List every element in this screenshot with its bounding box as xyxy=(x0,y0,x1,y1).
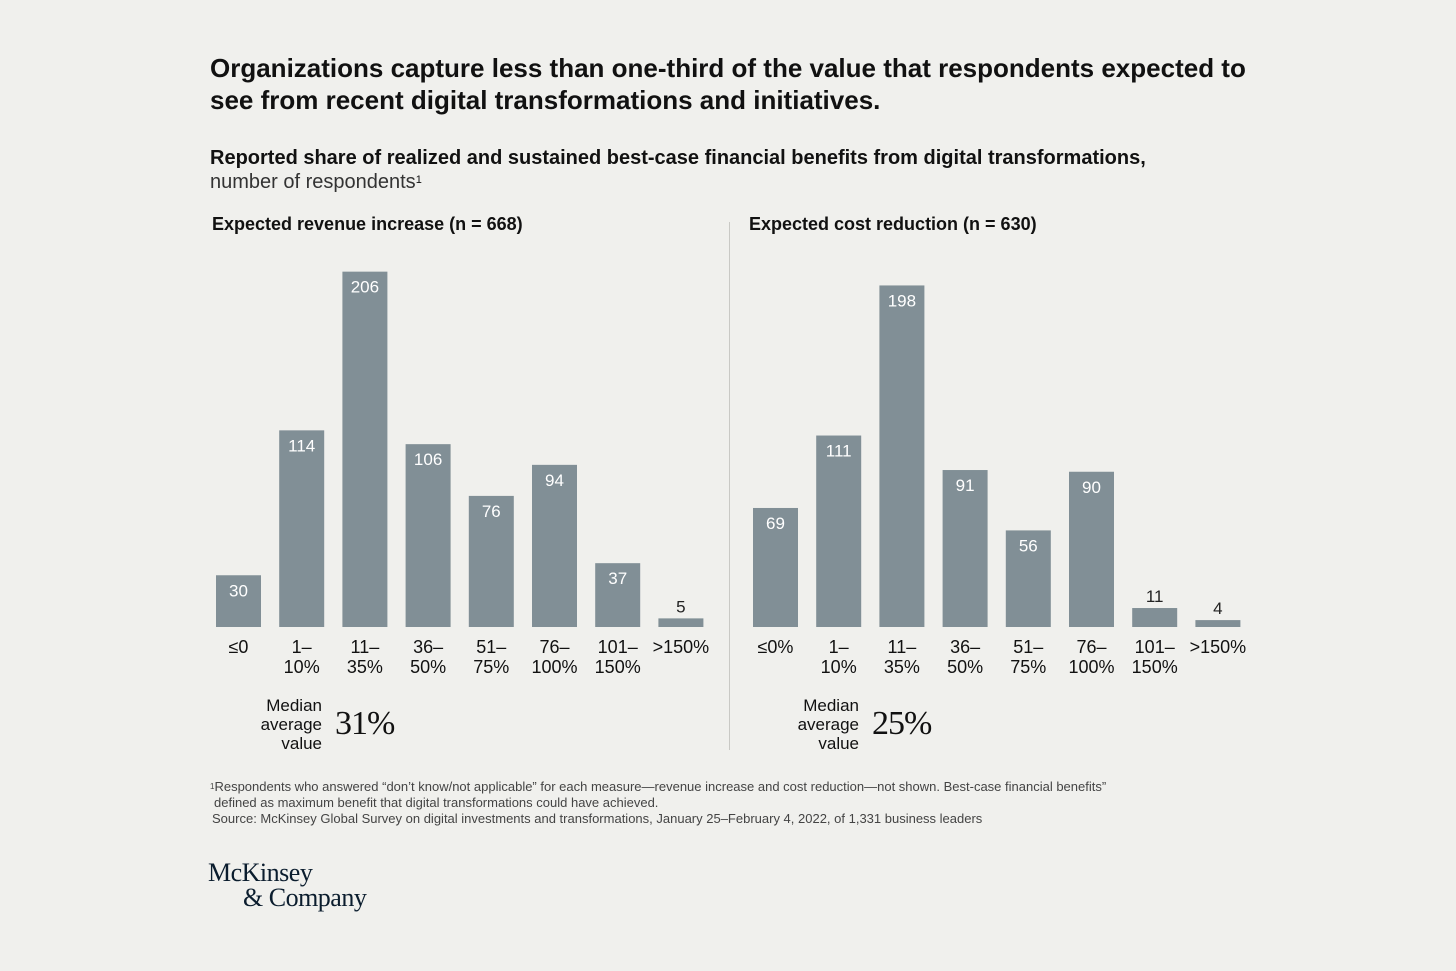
bar-value-label-0: 30 xyxy=(229,581,248,600)
category-label-7-0: >150% xyxy=(653,637,710,657)
category-label-3-0: 36– xyxy=(413,637,443,657)
category-label-1-0: 1– xyxy=(829,637,849,657)
subtitle-main: Reported share of realized and sustained… xyxy=(210,147,1146,169)
category-label-5-1: 100% xyxy=(531,657,577,677)
bar-value-label-6: 11 xyxy=(1146,587,1164,606)
category-label-1-1: 10% xyxy=(284,657,320,677)
bar-6 xyxy=(1132,608,1178,627)
category-label-4-0: 51– xyxy=(1013,637,1043,657)
bar-value-label-7: 5 xyxy=(676,597,685,616)
bar-7 xyxy=(658,618,704,627)
bar-value-label-1: 114 xyxy=(288,436,315,455)
bar-value-label-3: 91 xyxy=(956,476,975,495)
bar-2 xyxy=(342,271,388,627)
bar-value-label-0: 69 xyxy=(766,514,785,533)
category-label-4-0: 51– xyxy=(476,637,506,657)
bar-0 xyxy=(216,575,261,627)
bar-value-label-5: 90 xyxy=(1082,478,1101,497)
right-panel-title: Expected cost reduction (n = 630) xyxy=(749,214,1037,234)
subtitle-unit: number of respondents xyxy=(210,171,416,193)
right-median-value: 25% xyxy=(872,705,932,742)
revenue-bar-chart: 30 ≤0 114 1–10% 206 11–35% 106 36–50% 76 51–75% 94… xyxy=(216,271,710,677)
bar-3 xyxy=(405,444,451,627)
median-label-line3: value xyxy=(818,734,859,753)
bar-value-label-2: 206 xyxy=(351,278,379,297)
cost-bar-chart: 69 ≤0% 111 1–10% 198 11–35% 91 36–50% 56 51–75% 90… xyxy=(753,285,1247,677)
bar-value-label-7: 4 xyxy=(1213,599,1222,618)
category-label-0-0: ≤0% xyxy=(758,637,794,657)
bar-value-label-3: 106 xyxy=(414,450,442,469)
category-label-2-0: 11– xyxy=(888,637,917,657)
median-label-line2: average xyxy=(797,715,859,734)
footnotes: 1Respondents who answered “don’t know/no… xyxy=(210,779,1310,827)
right-median-label: Median average value xyxy=(759,696,859,753)
bar-4 xyxy=(1005,530,1051,627)
category-label-1-0: 1– xyxy=(292,637,312,657)
footnote-mark: 1 xyxy=(210,782,215,791)
bar-1 xyxy=(816,435,862,627)
category-label-1-1: 10% xyxy=(821,657,857,677)
footnote-source: Source: McKinsey Global Survey on digita… xyxy=(212,811,983,826)
footnote-line-2: defined as maximum benefit that digital … xyxy=(214,795,659,810)
category-label-5-0: 76– xyxy=(1076,637,1106,657)
median-label-line3: value xyxy=(281,734,322,753)
left-median-value: 31% xyxy=(335,705,395,742)
bar-value-label-1: 111 xyxy=(826,442,852,461)
bar-3 xyxy=(942,470,988,627)
category-label-6-1: 150% xyxy=(1132,657,1178,677)
left-median-label: Median average value xyxy=(222,696,322,753)
left-panel-title: Expected revenue increase (n = 668) xyxy=(212,214,523,234)
bar-1 xyxy=(279,430,325,627)
category-label-3-1: 50% xyxy=(410,657,446,677)
bar-2 xyxy=(879,285,925,627)
bar-value-label-2: 198 xyxy=(888,291,916,310)
category-label-5-0: 76– xyxy=(539,637,569,657)
category-label-6-0: 101– xyxy=(1135,637,1175,657)
chart-title: Organizations capture less than one-thir… xyxy=(210,53,1246,115)
category-label-2-1: 35% xyxy=(347,657,383,677)
category-label-7-0: >150% xyxy=(1190,637,1247,657)
category-label-3-1: 50% xyxy=(947,657,983,677)
median-label-line2: average xyxy=(260,715,322,734)
footnote-line-1: Respondents who answered “don’t know/not… xyxy=(214,779,1107,794)
bar-4 xyxy=(468,495,514,627)
bar-5 xyxy=(1069,471,1114,627)
bar-value-label-4: 56 xyxy=(1019,536,1038,555)
bar-value-label-5: 94 xyxy=(545,471,564,490)
category-label-2-0: 11– xyxy=(351,637,380,657)
median-label-line1: Median xyxy=(803,696,859,715)
category-label-5-1: 100% xyxy=(1068,657,1114,677)
chart-subtitle: Reported share of realized and sustained… xyxy=(210,146,1270,194)
category-label-3-0: 36– xyxy=(950,637,980,657)
bar-7 xyxy=(1195,620,1241,627)
median-label-line1: Median xyxy=(266,696,322,715)
bar-0 xyxy=(753,507,798,627)
bar-6 xyxy=(595,563,641,627)
bar-value-label-6: 37 xyxy=(608,569,627,588)
category-label-4-1: 75% xyxy=(473,657,509,677)
bar-5 xyxy=(532,464,577,627)
bar-value-label-4: 76 xyxy=(482,502,501,521)
subtitle-footnote-mark: 1 xyxy=(415,174,422,186)
category-label-4-1: 75% xyxy=(1010,657,1046,677)
category-label-6-1: 150% xyxy=(595,657,641,677)
logo-line-2: & Company xyxy=(243,883,367,912)
logo-line-1: McKinsey xyxy=(208,858,313,887)
panel-divider xyxy=(729,222,730,750)
category-label-6-0: 101– xyxy=(598,637,638,657)
category-label-2-1: 35% xyxy=(884,657,920,677)
category-label-0-0: ≤0 xyxy=(229,637,249,657)
mckinsey-logo: McKinsey & Company xyxy=(208,858,367,912)
